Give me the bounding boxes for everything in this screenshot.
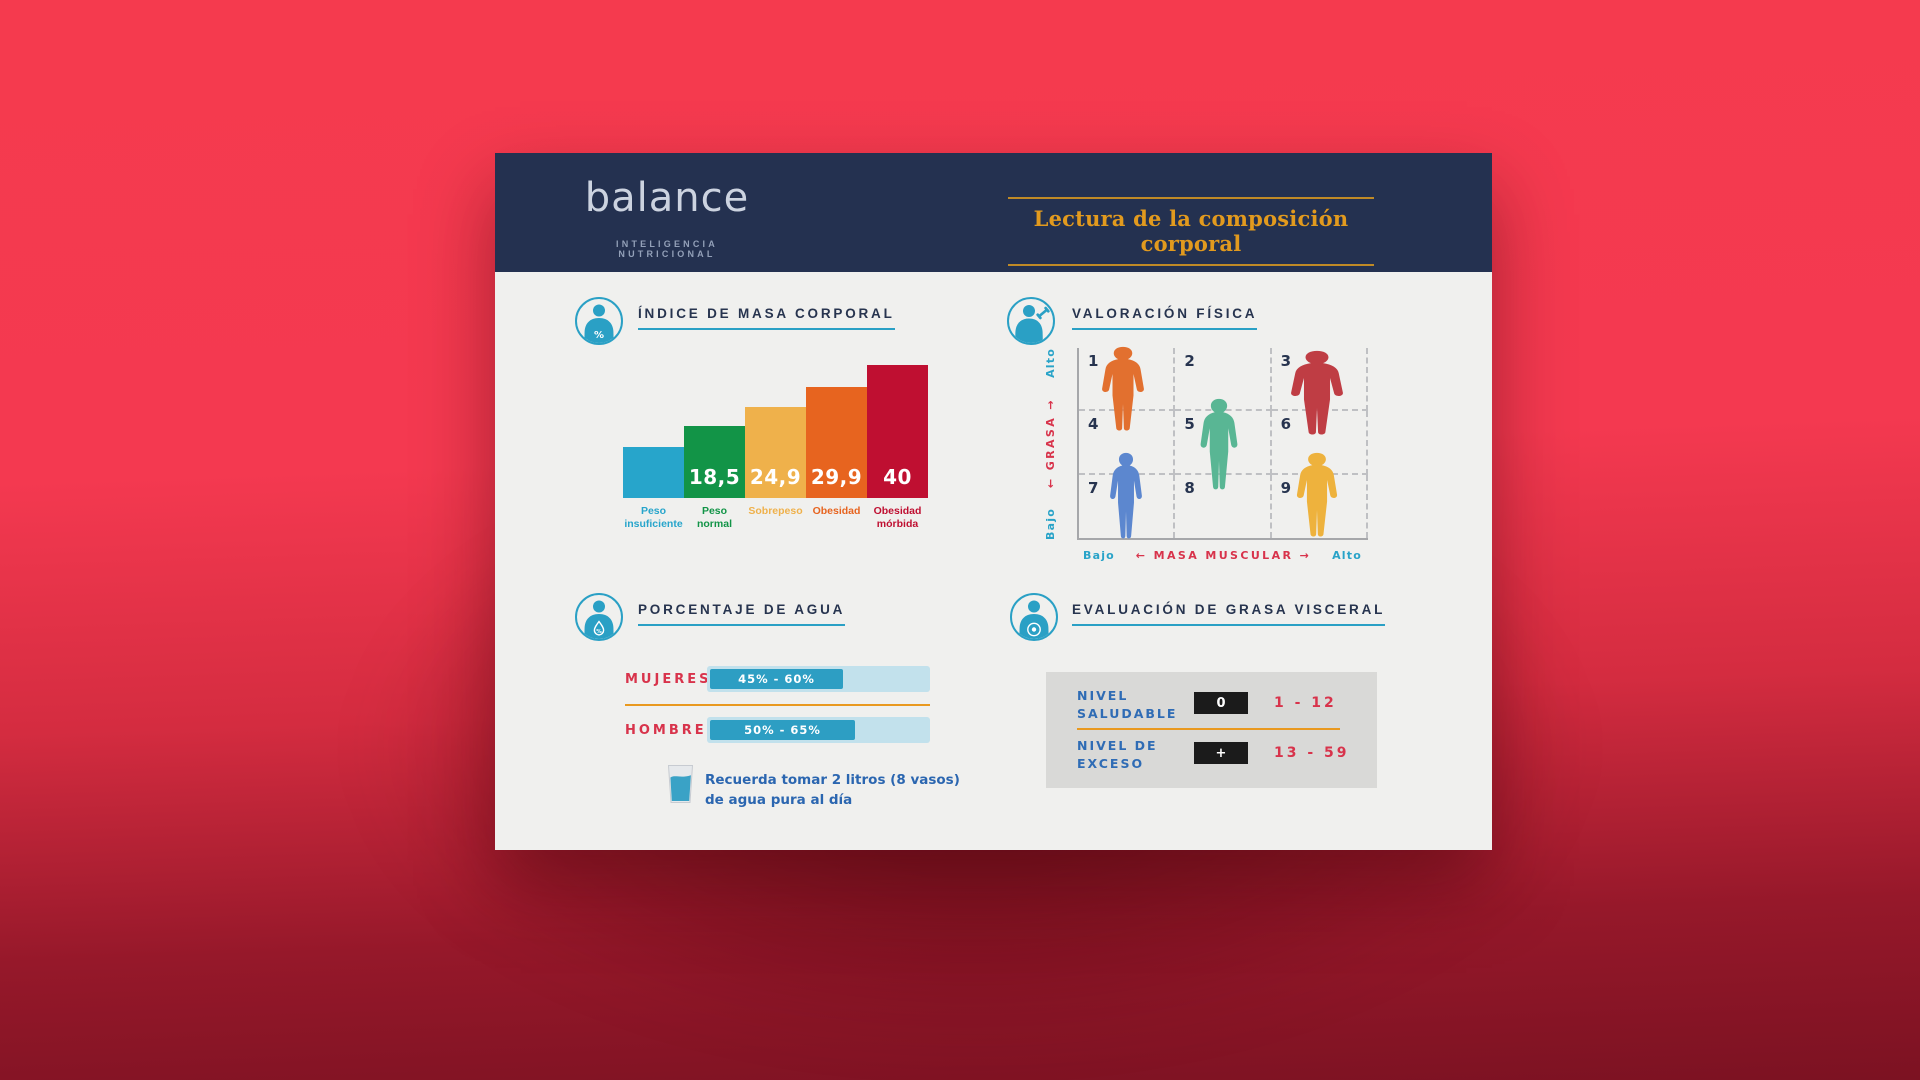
cell-number: 4 [1088,415,1099,434]
body-figure-cell-5 [1200,398,1238,490]
matrix-x-axis: Bajo ← MASA MUSCULAR → Alto [1077,549,1368,562]
body-figure-cell-1 [1102,346,1144,431]
cell-number: 5 [1184,415,1195,434]
bmi-bar-value: 24,9 [749,465,802,489]
water-bar-mujeres: 45% - 60% [707,666,930,692]
body-figure-cell-9 [1296,452,1338,537]
water-label-mujeres: MUJERES [625,672,712,687]
water-tip-line2: de agua pura al día [705,792,853,809]
cell-number: 9 [1280,478,1292,497]
body-type-matrix: 1 2 3 4 5 6 7 8 9 [1077,346,1368,540]
section-heading-fisica: VALORACIÓN FÍSICA [1072,306,1258,330]
bmi-category-label: Sobrepeso [748,505,803,517]
bmi-category-label: Obesidad [812,505,861,517]
cell-number: 6 [1280,415,1292,434]
matrix-y-axis: Alto ← GRASA → Bajo [1041,348,1059,540]
cell-number: 1 [1088,352,1099,370]
infographic-card: balance INTELIGENCIA NUTRICIONAL Lectura… [495,153,1492,850]
y-axis-label: ← GRASA → [1043,397,1057,489]
visceral-table: NIVEL SALUDABLE 0 1 - 12 NIVEL DE EXCESO… [1046,672,1377,788]
svg-text:%: % [596,629,602,635]
bmi-bar-value: 40 [883,465,912,489]
header-title-block: Lectura de la composición corporal [1008,197,1374,266]
visceral-range-excess: 13 - 59 [1274,745,1350,761]
visceral-divider [1077,728,1340,730]
bmi-bar-obesidad-morbida: 40 [867,365,928,498]
x-axis-right-label: Alto [1332,549,1362,562]
water-glass-icon [667,765,694,803]
matrix-cell-9: 9 [1272,474,1368,538]
water-divider [625,704,930,706]
bmi-category-label: Peso insuficiente [624,505,683,530]
visceral-badge-excess: + [1194,742,1248,764]
bmi-category-label: Obesidad mórbida [873,505,922,530]
visceral-row-label: NIVEL DE EXCESO [1077,738,1158,771]
logo-tagline: INTELIGENCIA NUTRICIONAL [616,239,718,259]
water-bar-hombres: 50% - 65% [707,717,930,743]
balance-logo: balance [584,175,750,221]
x-axis-left-label: Bajo [1083,549,1115,562]
water-body-icon: % [575,593,623,641]
cell-number: 7 [1088,478,1099,497]
x-axis-label: ← MASA MUSCULAR → [1135,549,1312,562]
bmi-bar-sobrepeso: 24,9 [745,407,806,498]
bmi-bar-chart: 18,5 24,9 29,9 40 [623,365,928,498]
cell-number: 3 [1280,352,1292,370]
card-header: balance INTELIGENCIA NUTRICIONAL Lectura… [495,153,1492,272]
page-title: Lectura de la composición corporal [1033,206,1349,256]
bmi-category-label: Peso normal [696,505,732,530]
section-heading-visceral: EVALUACIÓN DE GRASA VISCERAL [1072,602,1386,626]
y-axis-top-label: Alto [1043,348,1057,378]
bmi-category-labels: Peso insuficiente Peso normal Sobrepeso … [623,505,928,530]
cell-number: 2 [1184,352,1195,370]
matrix-cell-8: 8 [1175,474,1272,538]
water-label-hombres: HOMBRES [625,723,720,738]
body-figure-cell-7 [1110,452,1142,539]
body-figure-cell-3 [1291,350,1343,435]
bmi-bar-value: 29,9 [810,465,863,489]
water-fill-mujeres: 45% - 60% [710,669,843,689]
water-tip-text: Recuerda tomar 2 litros (8 vasos) de agu… [705,770,960,811]
bmi-bar-obesidad: 29,9 [806,387,867,498]
water-fill-hombres: 50% - 65% [710,720,855,740]
title-rule-bottom [1008,264,1374,266]
svg-text:%: % [594,330,604,341]
visceral-target-icon [1010,593,1058,641]
bmi-bar-peso-normal: 18,5 [684,426,745,498]
bmi-body-percent-icon: % [575,297,623,345]
title-rule-top [1008,197,1374,199]
strength-dumbbell-icon [1007,297,1055,345]
visceral-range-healthy: 1 - 12 [1274,695,1337,711]
section-heading-agua: PORCENTAJE DE AGUA [638,602,846,626]
matrix-cell-7: 7 [1079,474,1176,538]
visceral-badge-healthy: 0 [1194,692,1248,714]
visceral-row-label: NIVEL SALUDABLE [1077,688,1178,721]
y-axis-bottom-label: Bajo [1043,508,1057,540]
cell-number: 8 [1184,478,1195,497]
water-tip-line1: Recuerda tomar 2 litros (8 vasos) [705,772,960,788]
bmi-bar-peso-insuficiente [623,447,684,498]
section-heading-imc: ÍNDICE DE MASA CORPORAL [638,306,895,330]
bmi-bar-value: 18,5 [688,465,741,489]
